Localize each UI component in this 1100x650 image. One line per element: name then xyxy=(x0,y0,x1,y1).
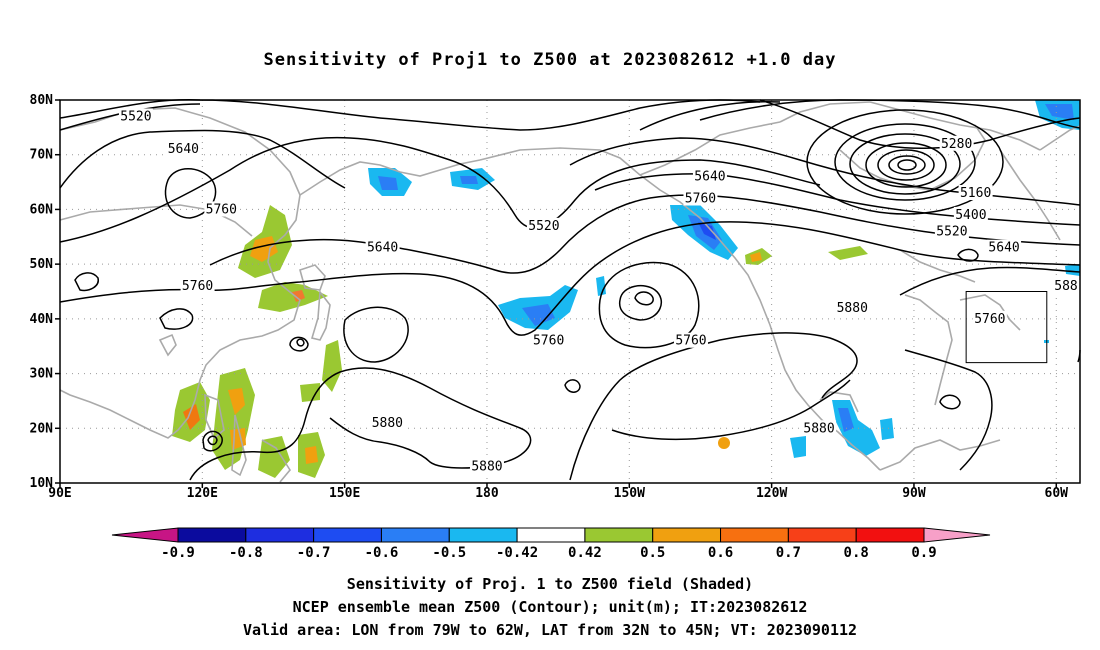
contour-label: 588 xyxy=(1054,279,1077,294)
z500-contours xyxy=(59,99,1081,481)
colorbar-label: 0.42 xyxy=(568,545,602,561)
contour-label: 5640 xyxy=(988,241,1019,256)
colorbar-label: 0.8 xyxy=(844,545,869,561)
plot-frame xyxy=(59,99,1081,484)
contour-label: 5760 xyxy=(675,334,706,349)
colorbar-segment xyxy=(516,527,586,543)
contour-label-bg xyxy=(166,141,201,157)
colorbar-segment xyxy=(720,527,789,543)
colorbar-segment xyxy=(380,527,450,543)
contour-label: 5160 xyxy=(960,186,991,201)
contour-label-bg xyxy=(835,299,870,315)
grid-lines xyxy=(60,100,1080,483)
colorbar-low-extension xyxy=(111,527,179,543)
lon-tick-label: 180 xyxy=(475,486,499,501)
caption-contour: NCEP ensemble mean Z500 (Contour); unit(… xyxy=(292,598,808,616)
contour-label: 5760 xyxy=(206,202,237,217)
colorbar-segment xyxy=(787,527,857,543)
contour-label-bg xyxy=(939,135,974,151)
colorbar-high-extension xyxy=(923,527,991,543)
lat-tick-label: 80N xyxy=(30,93,54,108)
contour-label: 5520 xyxy=(528,219,559,234)
contour-label: 5760 xyxy=(182,279,213,294)
colorbar-label: -0.7 xyxy=(297,545,331,561)
lon-tick-label: 150W xyxy=(614,486,645,501)
coastlines xyxy=(59,101,1081,483)
lat-tick-label: 60N xyxy=(30,202,54,217)
contour-label-bg xyxy=(180,278,215,294)
colorbar-label: -0.6 xyxy=(365,545,399,561)
contour-label-bg xyxy=(370,414,405,430)
contour-label: 5640 xyxy=(694,170,725,185)
contour-label-bg xyxy=(802,420,837,436)
colorbar-label: 0.5 xyxy=(640,545,665,561)
contour-label-bg xyxy=(934,223,969,239)
caption-valid-area: Valid area: LON from 79W to 62W, LAT fro… xyxy=(242,621,858,639)
contour-label-bg xyxy=(683,190,718,206)
lon-tick-label: 90W xyxy=(902,486,926,501)
lon-tick-label: 150E xyxy=(329,486,360,501)
colorbar-label: -0.9 xyxy=(161,545,195,561)
contour-label: 5880 xyxy=(837,301,868,316)
contour-label-bg xyxy=(673,332,708,348)
contour-label-bg xyxy=(1053,278,1079,294)
contour-label-bg xyxy=(469,458,504,474)
contour-label-bg xyxy=(365,239,400,255)
contour-label: 5760 xyxy=(974,312,1005,327)
contour-label: 5880 xyxy=(372,416,403,431)
contour-label: 5520 xyxy=(936,224,967,239)
colorbar: -0.9 -0.8 -0.7 -0.6 -0.5 -0.42 0.42 0.5 0.6 0.7 0.… xyxy=(111,527,991,561)
contour-label: 5760 xyxy=(533,334,564,349)
lat-tick-label: 20N xyxy=(30,421,54,436)
colorbar-segment xyxy=(584,527,654,543)
lon-tick-label: 120W xyxy=(756,486,787,501)
colorbar-label: -0.5 xyxy=(432,545,466,561)
lon-tick-label: 90E xyxy=(48,486,71,501)
colorbar-segment xyxy=(177,527,247,543)
contour-label: 5760 xyxy=(685,191,716,206)
contour-label-bg xyxy=(526,217,561,233)
contour-label-bg xyxy=(987,239,1022,255)
contour-label-bg xyxy=(204,201,239,217)
contour-label: 5520 xyxy=(120,109,151,124)
colorbar-label: 0.6 xyxy=(708,545,733,561)
map-title: Sensitivity of Proj1 to Z500 at 20230826… xyxy=(263,50,837,70)
contour-label-bg xyxy=(118,108,153,124)
contour-label-bg xyxy=(531,332,566,348)
contour-label: 5280 xyxy=(941,137,972,152)
lon-tick-label: 120E xyxy=(187,486,218,501)
colorbar-segment xyxy=(448,527,518,543)
contour-label: 5880 xyxy=(471,460,502,475)
valid-area-box xyxy=(965,291,1048,364)
lat-tick-label: 70N xyxy=(30,148,54,163)
caption-shading: Sensitivity of Proj. 1 to Z500 field (Sh… xyxy=(346,575,754,593)
contour-labels: 5520 5640 5760 5640 5760 5520 5640 5760 5760 5760… xyxy=(118,108,1079,475)
lon-tick-label: 60W xyxy=(1045,486,1069,501)
colorbar-label: -0.8 xyxy=(229,545,263,561)
contour-label: 5400 xyxy=(955,208,986,223)
contour-label-bg xyxy=(692,168,727,184)
lat-tick-label: 30N xyxy=(30,367,54,382)
colorbar-segment xyxy=(652,527,722,543)
contour-label-bg xyxy=(972,310,1007,326)
colorbar-segment xyxy=(313,527,382,543)
lat-tick-label: 40N xyxy=(30,312,54,327)
colorbar-label: 0.9 xyxy=(911,545,936,561)
lat-tick-label: 10N xyxy=(30,476,54,491)
contour-label-bg xyxy=(958,185,993,201)
contour-label: 5640 xyxy=(168,142,199,157)
contour-label: 5640 xyxy=(367,241,398,256)
colorbar-label: 0.7 xyxy=(776,545,801,561)
colorbar-label: -0.42 xyxy=(496,545,538,561)
colorbar-segment xyxy=(245,527,315,543)
contour-label: 5880 xyxy=(803,421,834,436)
colorbar-segment xyxy=(855,527,925,543)
lat-tick-label: 50N xyxy=(30,257,54,272)
contour-label-bg xyxy=(953,206,988,222)
